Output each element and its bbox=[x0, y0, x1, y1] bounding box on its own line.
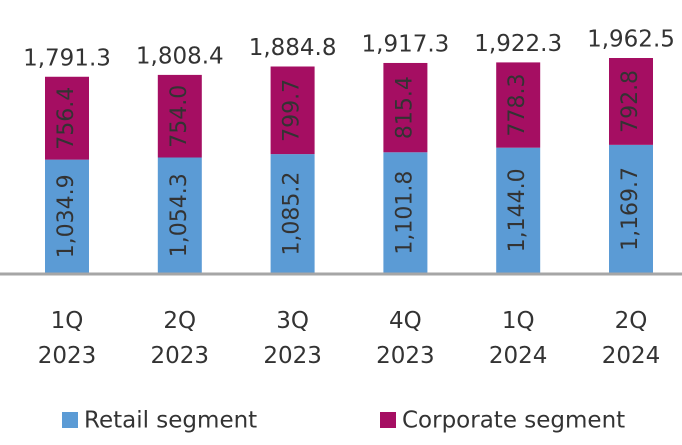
x-tick-label: 2Q 2024 bbox=[601, 308, 661, 369]
legend-label: Retail segment bbox=[84, 408, 257, 434]
total-label: 1,808.4 bbox=[136, 43, 224, 69]
bar-segment bbox=[609, 144, 653, 273]
bar-segment bbox=[383, 152, 428, 273]
segment-label: 815.4 bbox=[392, 76, 417, 139]
total-label: 1,917.3 bbox=[362, 31, 450, 57]
segment-label: 1,034.9 bbox=[54, 174, 79, 258]
total-label: 1,791.3 bbox=[23, 45, 111, 71]
bar-segment bbox=[157, 157, 202, 273]
bar-segment bbox=[496, 62, 541, 148]
legend-swatch bbox=[62, 412, 78, 428]
segment-label: 754.0 bbox=[167, 85, 192, 148]
segment-label: 1,144.0 bbox=[505, 168, 530, 252]
legend-label: Corporate segment bbox=[402, 408, 625, 434]
total-label: 1,922.3 bbox=[474, 31, 562, 57]
bar-segment bbox=[496, 147, 541, 273]
bar-segment bbox=[45, 76, 89, 160]
segment-label: 778.3 bbox=[505, 74, 530, 137]
segment-label: 1,085.2 bbox=[280, 172, 305, 256]
x-tick-label: 2Q 2023 bbox=[150, 308, 210, 369]
segment-label: 756.4 bbox=[54, 87, 79, 150]
bar-segment bbox=[383, 62, 428, 153]
bar-segment bbox=[45, 159, 89, 273]
x-tick-label: 4Q 2023 bbox=[376, 308, 435, 369]
segment-label: 1,101.8 bbox=[392, 171, 417, 255]
legend-swatch bbox=[380, 412, 396, 428]
bar-segment bbox=[157, 74, 202, 158]
bar-segment bbox=[270, 154, 315, 273]
segment-label: 1,054.3 bbox=[167, 173, 192, 257]
segment-label: 1,169.7 bbox=[618, 167, 643, 251]
total-label: 1,884.8 bbox=[249, 35, 337, 61]
bar-segment bbox=[270, 66, 315, 155]
x-tick-label: 3Q 2023 bbox=[263, 308, 322, 369]
total-label: 1,962.5 bbox=[587, 27, 675, 53]
x-tick-label: 1Q 2024 bbox=[488, 308, 548, 369]
bar-segment bbox=[609, 58, 653, 145]
segment-label: 799.7 bbox=[280, 79, 305, 142]
segment-label: 792.8 bbox=[618, 70, 643, 133]
x-tick-label: 1Q 2023 bbox=[37, 308, 97, 369]
